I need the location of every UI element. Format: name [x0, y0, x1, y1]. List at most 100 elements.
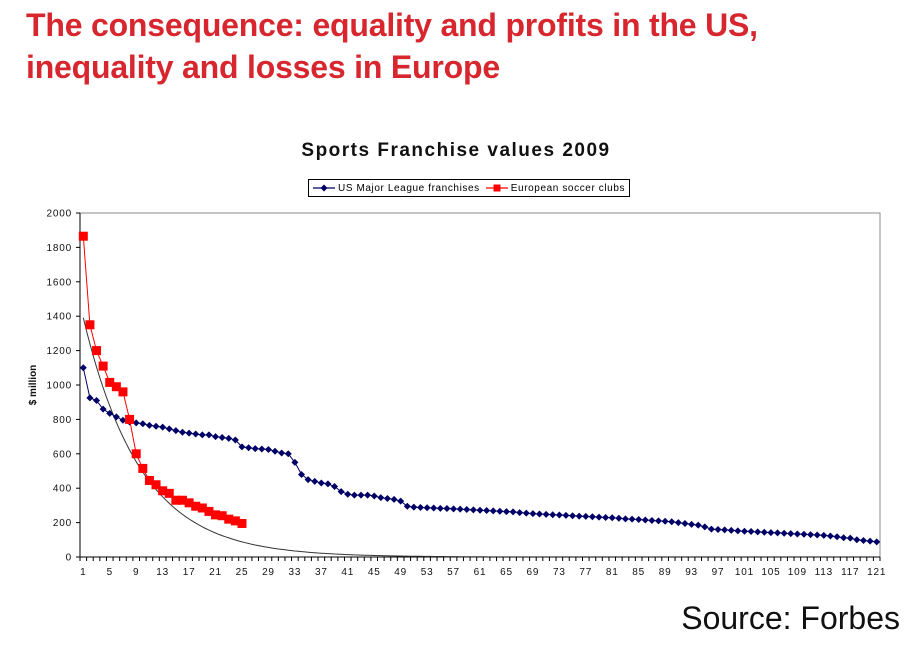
chart-legend: US Major League franchises European socc…: [308, 179, 631, 197]
us-data-point: [621, 515, 629, 523]
us-data-point: [727, 526, 735, 534]
x-tick-label: 33: [289, 567, 302, 578]
us-data-point: [251, 445, 259, 453]
x-tick-label: 9: [133, 567, 139, 578]
x-tick-label: 25: [236, 567, 249, 578]
diamond-marker-icon: [313, 184, 335, 192]
euro-data-point: [171, 495, 181, 505]
us-data-point: [198, 431, 206, 439]
us-series-line: [82, 367, 877, 543]
us-data-point: [331, 482, 339, 490]
us-data-point: [800, 530, 808, 538]
euro-data-point: [211, 510, 221, 520]
us-data-point: [291, 458, 299, 466]
us-data-point: [813, 531, 821, 539]
us-data-point: [668, 518, 676, 526]
us-data-point: [655, 517, 663, 525]
y-tick-label: 1400: [47, 312, 72, 323]
euro-data-point: [164, 488, 174, 498]
x-tick-label: 45: [368, 567, 381, 578]
us-data-point: [721, 526, 729, 534]
euro-data-point: [177, 495, 187, 505]
x-tick-label: 13: [156, 567, 169, 578]
headline: The consequence: equality and profits in…: [26, 4, 906, 88]
y-tick-label: 2000: [47, 209, 72, 220]
us-data-point: [364, 491, 372, 499]
us-data-point: [569, 512, 577, 520]
us-data-point: [774, 529, 782, 537]
us-data-point: [840, 534, 848, 542]
us-data-point: [317, 479, 325, 487]
euro-data-point: [230, 516, 240, 526]
us-data-point: [344, 490, 352, 498]
us-data-point: [383, 495, 391, 503]
us-data-point: [271, 447, 279, 455]
x-tick-label: 57: [447, 567, 460, 578]
euro-data-point: [197, 503, 207, 513]
us-data-point: [648, 517, 656, 525]
us-data-point: [820, 531, 828, 539]
us-data-point: [99, 405, 107, 413]
euro-data-point: [78, 231, 88, 241]
x-tick-label: 117: [841, 567, 859, 578]
x-tick-label: 113: [815, 567, 833, 578]
euro-data-point: [92, 346, 102, 356]
euro-data-point: [191, 501, 201, 511]
x-tick-label: 69: [527, 567, 540, 578]
us-data-point: [430, 504, 438, 512]
us-data-point: [549, 511, 557, 519]
euro-data-point: [85, 320, 95, 330]
euro-data-point: [105, 377, 115, 387]
us-data-point: [79, 364, 87, 372]
us-data-point: [324, 480, 332, 488]
x-tick-label: 101: [735, 567, 754, 578]
us-data-point: [787, 530, 795, 538]
us-data-point: [390, 495, 398, 503]
us-data-point: [416, 503, 424, 511]
us-data-point: [734, 527, 742, 535]
x-tick-label: 61: [474, 567, 487, 578]
us-data-point: [278, 449, 286, 457]
us-data-point: [615, 514, 623, 522]
us-data-point: [423, 504, 431, 512]
headline-line-1: The consequence: equality and profits in…: [26, 7, 758, 43]
us-data-point: [595, 513, 603, 521]
y-tick-label: 0: [66, 553, 72, 564]
us-data-point: [397, 497, 405, 505]
us-data-point: [707, 525, 715, 533]
y-tick-label: 1200: [47, 346, 72, 357]
us-data-point: [93, 396, 101, 404]
us-data-point: [701, 523, 709, 531]
us-data-point: [370, 492, 378, 500]
us-data-point: [661, 517, 669, 525]
us-data-point: [152, 422, 160, 430]
us-data-point: [469, 506, 477, 514]
x-tick-label: 121: [867, 567, 886, 578]
us-data-point: [463, 506, 471, 514]
us-data-point: [231, 436, 239, 444]
legend-item-euro: European soccer clubs: [485, 182, 626, 194]
us-data-point: [178, 428, 186, 436]
us-data-point: [635, 516, 643, 524]
us-data-point: [238, 443, 246, 451]
us-data-point: [410, 503, 418, 511]
us-data-point: [139, 420, 147, 428]
x-tick-label: 77: [579, 567, 592, 578]
us-data-point: [747, 528, 755, 536]
x-tick-label: 81: [606, 567, 619, 578]
x-tick-label: 105: [761, 567, 780, 578]
us-data-point: [456, 505, 464, 513]
source-note: Source: Forbes: [681, 600, 900, 636]
us-data-point: [826, 532, 834, 540]
euro-data-point: [204, 506, 214, 516]
us-data-point: [674, 519, 682, 527]
legend-label-euro: European soccer clubs: [510, 182, 626, 194]
x-tick-label: 97: [712, 567, 725, 578]
us-data-point: [489, 507, 497, 515]
square-marker-icon: [485, 184, 508, 192]
euro-data-point: [125, 414, 135, 424]
euro-data-point: [111, 382, 121, 392]
us-data-point: [172, 427, 180, 435]
us-data-point: [694, 521, 702, 529]
